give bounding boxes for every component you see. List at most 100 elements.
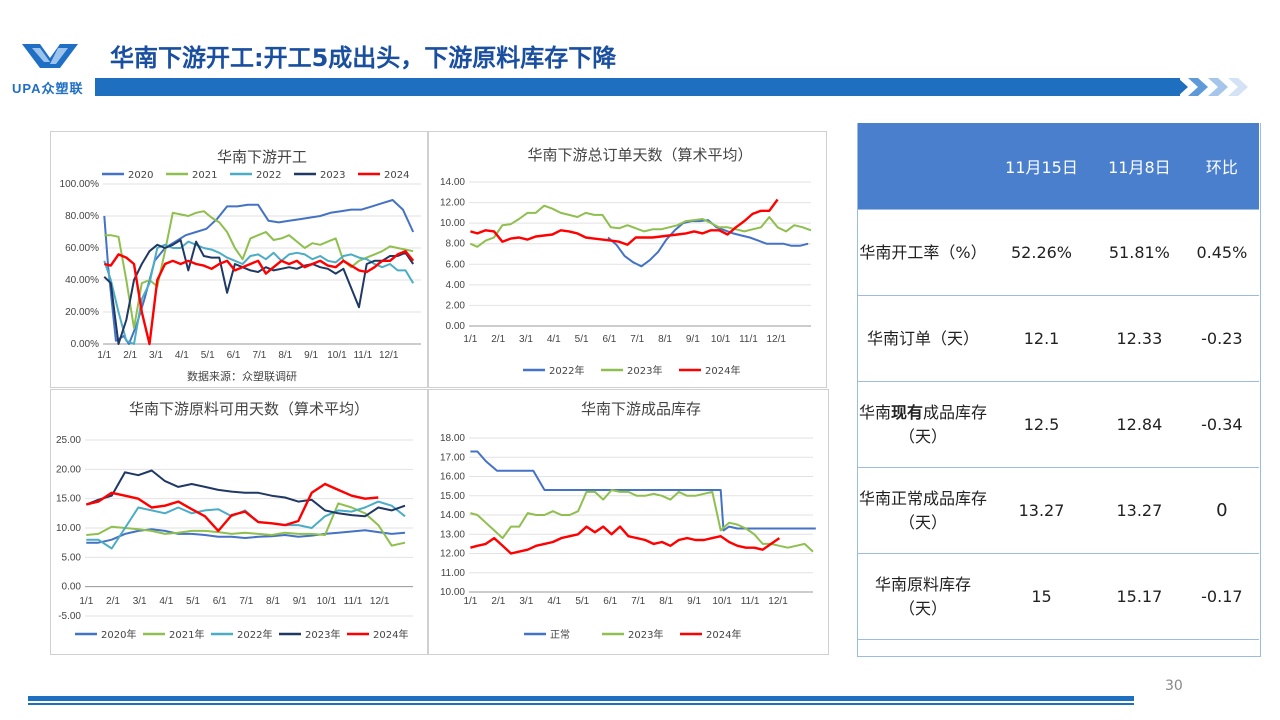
footer-bar: [28, 696, 1134, 701]
row-value-2: 12.84: [1094, 381, 1185, 468]
x-tick-label: 11/1: [353, 350, 372, 361]
x-tick-label: 2/1: [123, 350, 137, 361]
title-bar: [95, 78, 1180, 96]
x-tick-label: 8/1: [659, 596, 673, 607]
series-line-2023年: [469, 204, 812, 248]
table-header-date-2: 11月8日: [1094, 123, 1185, 210]
row-value-1: 12.5: [989, 381, 1095, 468]
x-tick-label: 3/1: [149, 350, 163, 361]
y-tick-label: 40.00%: [65, 275, 99, 286]
row-label: 华南开工率（%）: [857, 209, 989, 296]
series-line-2024: [104, 249, 415, 346]
y-tick-label: 100.00%: [60, 179, 100, 190]
y-tick-label: 13.00: [440, 529, 465, 540]
x-tick-label: 10/1: [327, 350, 347, 361]
y-tick-label: 14.00: [440, 510, 465, 521]
x-tick-label: 1/1: [97, 350, 111, 361]
x-tick-label: 7/1: [631, 596, 645, 607]
chart-raw-material-days: 华南下游原料可用天数（算术平均） -5.00 0.00 5.00 10.00 15.00 2…: [56, 400, 413, 641]
y-tick-label: 12.00: [440, 549, 465, 560]
legend-label: 2024年: [705, 364, 740, 377]
legend-label: 2020年: [101, 628, 136, 641]
x-tick-label: 1/1: [463, 334, 477, 345]
y-tick-label: 17.00: [440, 452, 465, 463]
table-row: 华南现有成品库存（天） 12.5 12.84 -0.34: [857, 381, 1259, 468]
series-line-2020年: [86, 528, 406, 544]
chart-title: 华南下游开工: [217, 148, 307, 166]
x-tick-label: 5/1: [201, 350, 215, 361]
x-tick-label: 9/1: [687, 596, 701, 607]
y-tick-label: 20.00%: [65, 307, 99, 318]
x-tick-label: 7/1: [252, 350, 266, 361]
x-tick-label: 11/1: [739, 334, 758, 345]
series-line-2022: [103, 240, 415, 345]
x-tick-label: 4/1: [547, 334, 561, 345]
y-tick-label: 16.00: [440, 472, 465, 483]
table-row: 华南订单（天） 12.1 12.33 -0.23: [857, 295, 1259, 382]
chart-order-days: 华南下游总订单天数（算术平均） 0.00 2.00 4.00 6.00 8.00 10.00…: [440, 146, 812, 377]
y-tick-label: 0.00: [446, 321, 466, 332]
chart-operating-rate: 华南下游开工 0.00% 20.00% 40.00% 60.00% 80.00% 100.0…: [60, 148, 421, 383]
x-tick-label: 9/1: [686, 334, 700, 345]
y-tick-label: 25.00: [56, 435, 81, 446]
summary-table: 11月15日 11月8日 环比 华南开工率（%） 52.26% 51.81% 0…: [857, 123, 1259, 640]
row-value-1: 13.27: [989, 467, 1095, 554]
x-tick-label: 10/1: [712, 596, 732, 607]
page-title: 华南下游开工:开工5成出头，下游原料库存下降: [110, 44, 617, 72]
chart-title: 华南下游原料可用天数（算术平均）: [129, 400, 369, 418]
table-row: 华南原料库存（天） 15 15.17 -0.17: [857, 553, 1259, 640]
x-tick-label: 4/1: [159, 596, 173, 607]
x-tick-label: 5/1: [186, 596, 200, 607]
row-change: 0.45%: [1184, 209, 1259, 296]
x-tick-label: 5/1: [575, 334, 589, 345]
series-line-2023: [103, 239, 415, 345]
y-tick-label: 14.00: [440, 177, 465, 188]
y-tick-label: 2.00: [446, 300, 466, 311]
y-tick-label: 10.00: [440, 218, 465, 229]
legend-label: 2023年: [627, 364, 662, 377]
series-line-正常: [470, 450, 816, 532]
y-tick-label: 11.00: [441, 568, 466, 579]
row-value-2: 15.17: [1094, 553, 1185, 640]
footer-line: [28, 703, 1134, 705]
x-tick-label: 7/1: [239, 596, 253, 607]
y-tick-label: 4.00: [446, 280, 466, 291]
legend-label: 2022: [256, 170, 281, 181]
chart-finished-inventory: 华南下游成品库存 10.00 11.00 12.00 13.00 14.00 15.00 16…: [440, 400, 816, 641]
row-label: 华南订单（天）: [857, 295, 989, 382]
row-value-2: 13.27: [1094, 467, 1185, 554]
x-tick-label: 1/1: [463, 596, 477, 607]
row-label: 华南现有成品库存（天）: [857, 381, 989, 468]
legend-label: 2024年: [373, 628, 408, 641]
x-tick-label: 9/1: [304, 350, 318, 361]
x-tick-label: 2/1: [106, 596, 120, 607]
row-label: 华南正常成品库存（天）: [857, 467, 989, 554]
series-line-2024年: [470, 198, 779, 246]
row-label-post: 成品库存（天）: [898, 402, 988, 446]
series-line-2023年: [85, 469, 406, 518]
x-tick-label: 2/1: [491, 596, 505, 607]
legend-label: 2022年: [237, 628, 272, 641]
y-tick-label: 5.00: [62, 552, 82, 563]
series-line-2024年: [86, 482, 379, 533]
x-tick-label: 10/1: [317, 596, 337, 607]
x-tick-label: 6/1: [602, 334, 616, 345]
x-tick-label: 11/1: [741, 596, 760, 607]
x-tick-label: 12/1: [379, 350, 399, 361]
table-header-date-1: 11月15日: [989, 123, 1095, 210]
series-line-2022年: [607, 219, 809, 268]
table-header-blank: [857, 123, 989, 210]
upa-logo-icon: [22, 44, 78, 68]
table-header-change: 环比: [1184, 123, 1259, 210]
x-tick-label: 5/1: [575, 596, 589, 607]
x-tick-label: 6/1: [603, 596, 617, 607]
chart-panel-operating-rate: 华南下游开工 0.00% 20.00% 40.00% 60.00% 80.00% 100.0…: [50, 131, 428, 388]
series-line-2024年: [470, 525, 781, 555]
y-tick-label: 0.00: [62, 582, 82, 593]
logo-text: UPA众塑联: [12, 81, 84, 96]
chart-panel-finished-inventory: 华南下游成品库存 10.00 11.00 12.00 13.00 14.00 15.00 16…: [428, 389, 829, 655]
x-tick-label: 10/1: [711, 334, 731, 345]
chart-title: 华南下游总订单天数（算术平均）: [527, 146, 752, 164]
y-tick-label: 10.00: [56, 523, 81, 534]
y-tick-label: 8.00: [446, 239, 466, 250]
